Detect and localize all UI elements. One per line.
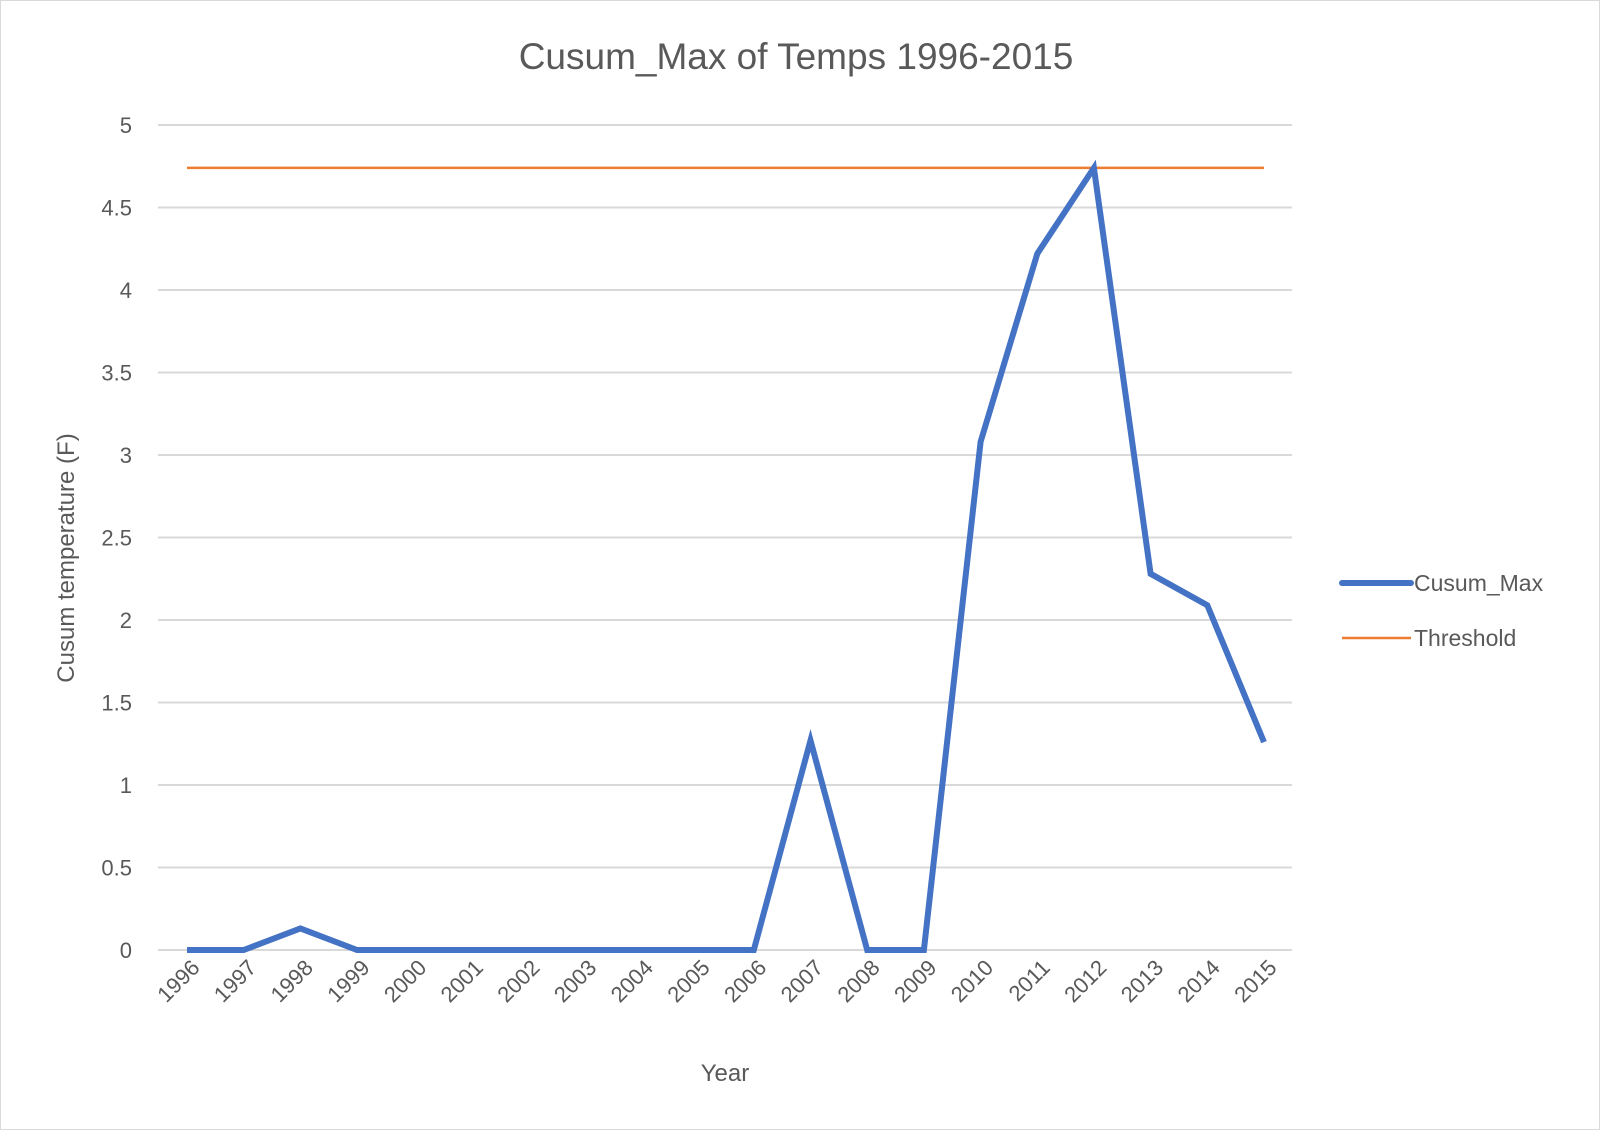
chart-title: Cusum_Max of Temps 1996-2015 (519, 36, 1074, 77)
x-tick-label: 2008 (832, 955, 884, 1007)
series-layer (187, 159, 1267, 953)
x-tick-label: 2011 (1004, 955, 1055, 1006)
cusum-max-line (187, 159, 1267, 953)
y-tick-label: 4 (120, 278, 132, 303)
legend-label: Threshold (1414, 625, 1516, 651)
y-tick-label: 1 (120, 773, 132, 798)
x-tick-label: 2014 (1173, 955, 1225, 1007)
y-axis-title: Cusum temperature (F) (53, 433, 80, 682)
x-tick-label: 1997 (209, 955, 261, 1007)
x-tick-label: 1999 (322, 955, 374, 1007)
x-tick-label: 2012 (1059, 955, 1111, 1007)
y-tick-labels: 0 0.5 1 1.5 2 2.5 3 3.5 4 4.5 5 (101, 113, 132, 963)
y-tick-label: 3 (120, 443, 132, 468)
y-tick-label: 0.5 (101, 856, 132, 881)
x-tick-labels: 1996 1997 1998 1999 2000 2001 2002 2003 2004 2005… (152, 955, 1281, 1007)
x-tick-label: 2006 (719, 955, 771, 1007)
x-tick-label: 2003 (549, 955, 601, 1007)
y-tick-label: 4.5 (101, 196, 132, 221)
x-tick-label: 2009 (889, 955, 941, 1007)
x-tick-label: 2005 (662, 955, 714, 1007)
x-tick-label: 2000 (379, 955, 431, 1007)
y-tick-label: 0 (120, 938, 132, 963)
x-tick-label: 2007 (776, 955, 828, 1007)
legend: Cusum_Max Threshold (1339, 570, 1544, 651)
y-tick-label: 1.5 (101, 691, 132, 716)
x-tick-label: 2001 (436, 955, 488, 1007)
y-tick-label: 2 (120, 608, 132, 633)
legend-label: Cusum_Max (1414, 570, 1544, 596)
x-axis-title: Year (701, 1060, 750, 1087)
x-tick-label: 1998 (266, 955, 318, 1007)
x-tick-label: 2002 (492, 955, 544, 1007)
x-tick-label: 1996 (152, 955, 204, 1007)
x-tick-label: 2010 (946, 955, 998, 1007)
x-tick-label: 2004 (606, 955, 658, 1007)
x-tick-label: 2015 (1229, 955, 1281, 1007)
y-tick-label: 5 (120, 113, 132, 138)
y-tick-label: 3.5 (101, 361, 132, 386)
y-tick-label: 2.5 (101, 526, 132, 551)
gridlines (158, 124, 1292, 951)
x-tick-label: 2013 (1116, 955, 1168, 1007)
